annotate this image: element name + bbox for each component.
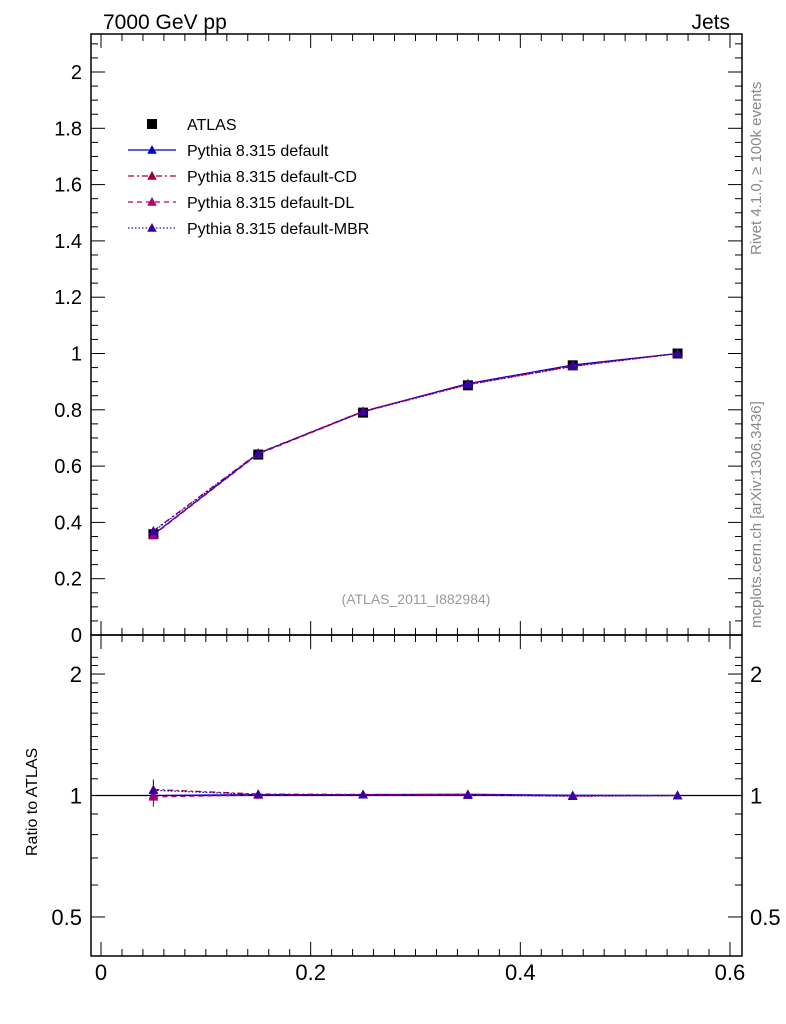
main-y-tick-label: 1.8 xyxy=(54,118,82,140)
legend-label: Pythia 8.315 default-DL xyxy=(187,195,354,212)
series-marker-dotted xyxy=(253,448,263,458)
main-y-tick-label: 1.2 xyxy=(54,287,82,309)
main-y-tick-label: 0.4 xyxy=(54,512,82,534)
category-label: Jets xyxy=(691,11,730,34)
x-tick-label: 0.4 xyxy=(505,960,536,985)
ratio-y-tick-label: 1 xyxy=(70,784,82,809)
ratio-marker-dotted xyxy=(672,790,683,800)
legend-label: Pythia 8.315 default-MBR xyxy=(187,221,369,238)
legend-marker-atlas xyxy=(147,119,157,129)
main-y-tick-label: 0.8 xyxy=(54,400,82,422)
legend: ATLAS Pythia 8.315 default Pythia 8.315 de… xyxy=(128,117,369,238)
ratio-series-group xyxy=(148,779,683,807)
legend-marker-dashed xyxy=(147,197,157,206)
ratio-y-tick-label: 2 xyxy=(70,662,82,687)
analysis-watermark: (ATLAS_2011_I882984) xyxy=(342,591,491,607)
x-tick-labels: 0 0.2 0.4 0.6 xyxy=(95,960,745,985)
legend-label: ATLAS xyxy=(187,117,237,134)
mcplots-label: mcplots.cern.ch [arXiv:1306.3436] xyxy=(748,401,765,628)
rivet-label: Rivet 4.1.0, ≥ 100k events xyxy=(748,82,765,255)
series-line-dashdot xyxy=(153,352,678,532)
series-line-solid xyxy=(153,352,678,536)
series-marker-dotted xyxy=(148,526,159,536)
main-y-tick-label: 0.6 xyxy=(54,456,82,478)
ratio-y-tick-label: 1 xyxy=(750,784,762,809)
main-y-tick-label: 1.4 xyxy=(54,231,82,253)
ratio-y-tick-label: 0.5 xyxy=(750,905,781,930)
legend-marker-dashdot xyxy=(147,171,157,180)
ratio-marker-dotted xyxy=(463,790,473,799)
ratio-y-tick-labels-left: 0.5 1 2 xyxy=(51,662,82,930)
legend-marker-dotted xyxy=(147,223,157,232)
ratio-marker-dotted xyxy=(148,785,159,795)
legend-label: Pythia 8.315 default-CD xyxy=(187,169,357,186)
main-y-tick-labels: 0 0.2 0.4 0.6 0.8 1 1.2 1.4 1.6 1.8 2 xyxy=(54,62,82,647)
main-series-group xyxy=(148,348,683,540)
ratio-y-tick-label: 0.5 xyxy=(51,905,82,930)
series-marker-dotted xyxy=(358,406,368,416)
ratio-axis-label: Ratio to ATLAS xyxy=(24,748,41,856)
ratio-marker-dotted xyxy=(253,789,263,799)
series-marker-dotted xyxy=(567,361,578,371)
ratio-marker-dotted xyxy=(567,791,578,800)
ratio-line-dashed xyxy=(153,793,678,798)
series-marker-dotted xyxy=(672,348,683,358)
ratio-y-tick-labels-right: 0.5 1 2 xyxy=(750,662,781,930)
energy-label: 7000 GeV pp xyxy=(103,11,227,34)
x-tick-label: 0.6 xyxy=(715,960,746,985)
main-y-tick-label: 0.2 xyxy=(54,569,82,591)
legend-label: Pythia 8.315 default xyxy=(187,143,329,160)
x-tick-label: 0.2 xyxy=(295,960,326,985)
legend-marker-solid xyxy=(147,145,157,154)
ratio-y-tick-label: 2 xyxy=(750,662,762,687)
ratio-marker-dotted xyxy=(358,789,368,799)
main-y-tick-label: 1 xyxy=(71,344,82,366)
main-axis-ticks xyxy=(91,34,742,636)
x-tick-label: 0 xyxy=(95,960,107,985)
main-y-tick-label: 0 xyxy=(71,625,82,647)
series-marker-dotted xyxy=(463,379,473,389)
series-line-dotted xyxy=(153,352,678,532)
main-y-tick-label: 1.6 xyxy=(54,175,82,197)
main-y-tick-label: 2 xyxy=(71,62,82,84)
series-line-dashed xyxy=(153,352,678,536)
